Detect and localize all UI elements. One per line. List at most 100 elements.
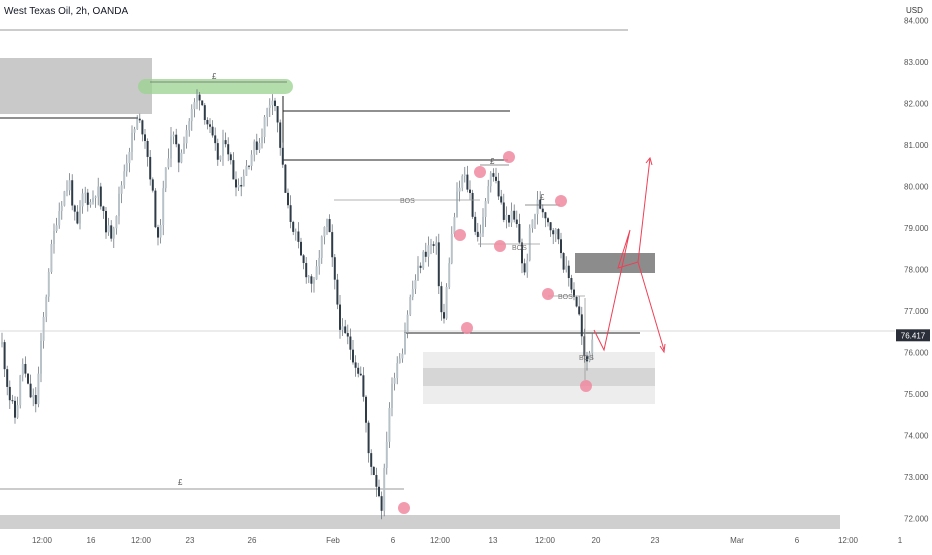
- candle-body: [198, 94, 201, 101]
- candle-body: [404, 332, 406, 354]
- candle-body: [318, 257, 321, 267]
- candle-body: [354, 362, 357, 368]
- x-tick-label: 23: [651, 536, 660, 545]
- liquidity-label: £: [178, 478, 183, 487]
- candle-body: [14, 400, 16, 418]
- candle-body: [115, 216, 118, 229]
- candle-body: [172, 134, 175, 137]
- candle-body: [487, 186, 490, 202]
- pivot-marker: [542, 288, 554, 300]
- candle-body: [86, 192, 89, 205]
- projection-arrowhead-up: [645, 156, 653, 166]
- candle-body: [34, 395, 37, 405]
- candle-body: [6, 369, 9, 387]
- candle-body: [224, 140, 227, 145]
- candle-body: [40, 340, 42, 374]
- candle-body: [175, 134, 178, 145]
- candle-body: [570, 278, 573, 290]
- price-axis[interactable]: 72.000 73.000 74.000 75.000 76.000 77.000 78.0…: [904, 16, 929, 523]
- liquidity-label: £: [540, 193, 545, 202]
- candle-body: [331, 232, 334, 258]
- candle-body: [336, 279, 339, 305]
- candle-body: [214, 135, 217, 144]
- candle-body: [372, 466, 375, 475]
- candle-body: [133, 129, 136, 133]
- projection-path-down: [637, 261, 665, 351]
- candle-body: [313, 279, 315, 284]
- y-tick-label: 80.000: [904, 183, 929, 192]
- time-axis[interactable]: 12:00 16 12:00 23 26 Feb 6 12:00 13 12:00 20 23 Mar 6…: [32, 536, 903, 545]
- candle-body: [32, 395, 35, 398]
- candle-body: [315, 266, 318, 280]
- candle-body: [388, 408, 391, 442]
- liquidity-label: £: [490, 157, 495, 166]
- candle-body: [505, 214, 508, 220]
- candle-body: [370, 453, 373, 467]
- candle-body: [227, 144, 230, 155]
- candle-body: [248, 165, 250, 167]
- candle-body: [16, 405, 19, 418]
- candle-body: [29, 383, 32, 398]
- supply-zone-right: [575, 253, 655, 273]
- candle-body: [396, 363, 399, 378]
- candle-body: [250, 154, 253, 166]
- annotation-lines: [150, 81, 586, 380]
- y-tick-label: 75.000: [904, 390, 929, 399]
- candle-body: [463, 174, 466, 176]
- candle-body: [541, 208, 544, 213]
- candle-body: [287, 192, 289, 206]
- candle-body: [497, 180, 500, 197]
- bottom-zone: [0, 515, 840, 529]
- y-tick-label: 83.000: [904, 58, 929, 67]
- x-tick-label: 26: [248, 536, 257, 545]
- candle-body: [144, 134, 146, 141]
- currency-label: USD: [906, 6, 923, 15]
- candle-body: [482, 216, 484, 234]
- candle-body: [300, 241, 302, 256]
- candle-body: [307, 276, 310, 278]
- candle-body: [518, 223, 521, 243]
- y-tick-label: 73.000: [904, 473, 929, 482]
- candle-body: [258, 143, 261, 150]
- candle-body: [289, 205, 292, 222]
- candle-body: [21, 363, 24, 376]
- candle-body: [536, 199, 539, 215]
- candle-body: [339, 304, 341, 330]
- candle-body: [560, 239, 562, 254]
- candle-body: [448, 263, 451, 288]
- candle-body: [190, 109, 193, 122]
- candle-body: [466, 174, 469, 190]
- candle-body: [580, 314, 583, 337]
- candle-body: [261, 137, 263, 144]
- candle-body: [206, 119, 209, 125]
- candle-body: [211, 126, 214, 136]
- candle-body: [458, 187, 461, 192]
- demand-zone-dark: [423, 368, 655, 386]
- candle-body: [66, 190, 68, 192]
- candle-body: [120, 185, 123, 194]
- candle-body: [362, 375, 365, 397]
- candle-body: [266, 107, 269, 118]
- candle-body: [326, 219, 328, 228]
- candle-body: [235, 179, 237, 188]
- candle-body: [222, 140, 224, 156]
- candle-body: [209, 124, 211, 127]
- candle-body: [68, 180, 71, 191]
- candle-body: [154, 190, 157, 228]
- candle-body: [391, 383, 393, 409]
- candle-body: [170, 136, 172, 159]
- candle-body: [167, 158, 170, 168]
- candle-body: [242, 175, 245, 187]
- candle-body: [274, 100, 276, 107]
- x-tick-label: 12:00: [131, 536, 152, 545]
- candle-body: [53, 230, 55, 244]
- candle-body: [346, 333, 349, 337]
- candle-body: [237, 184, 240, 188]
- pivot-marker: [555, 195, 567, 207]
- candle-body: [105, 211, 107, 233]
- x-tick-label: 1: [898, 536, 903, 545]
- candle-body: [292, 221, 295, 232]
- candle-body: [432, 244, 435, 246]
- candle-body: [365, 396, 367, 423]
